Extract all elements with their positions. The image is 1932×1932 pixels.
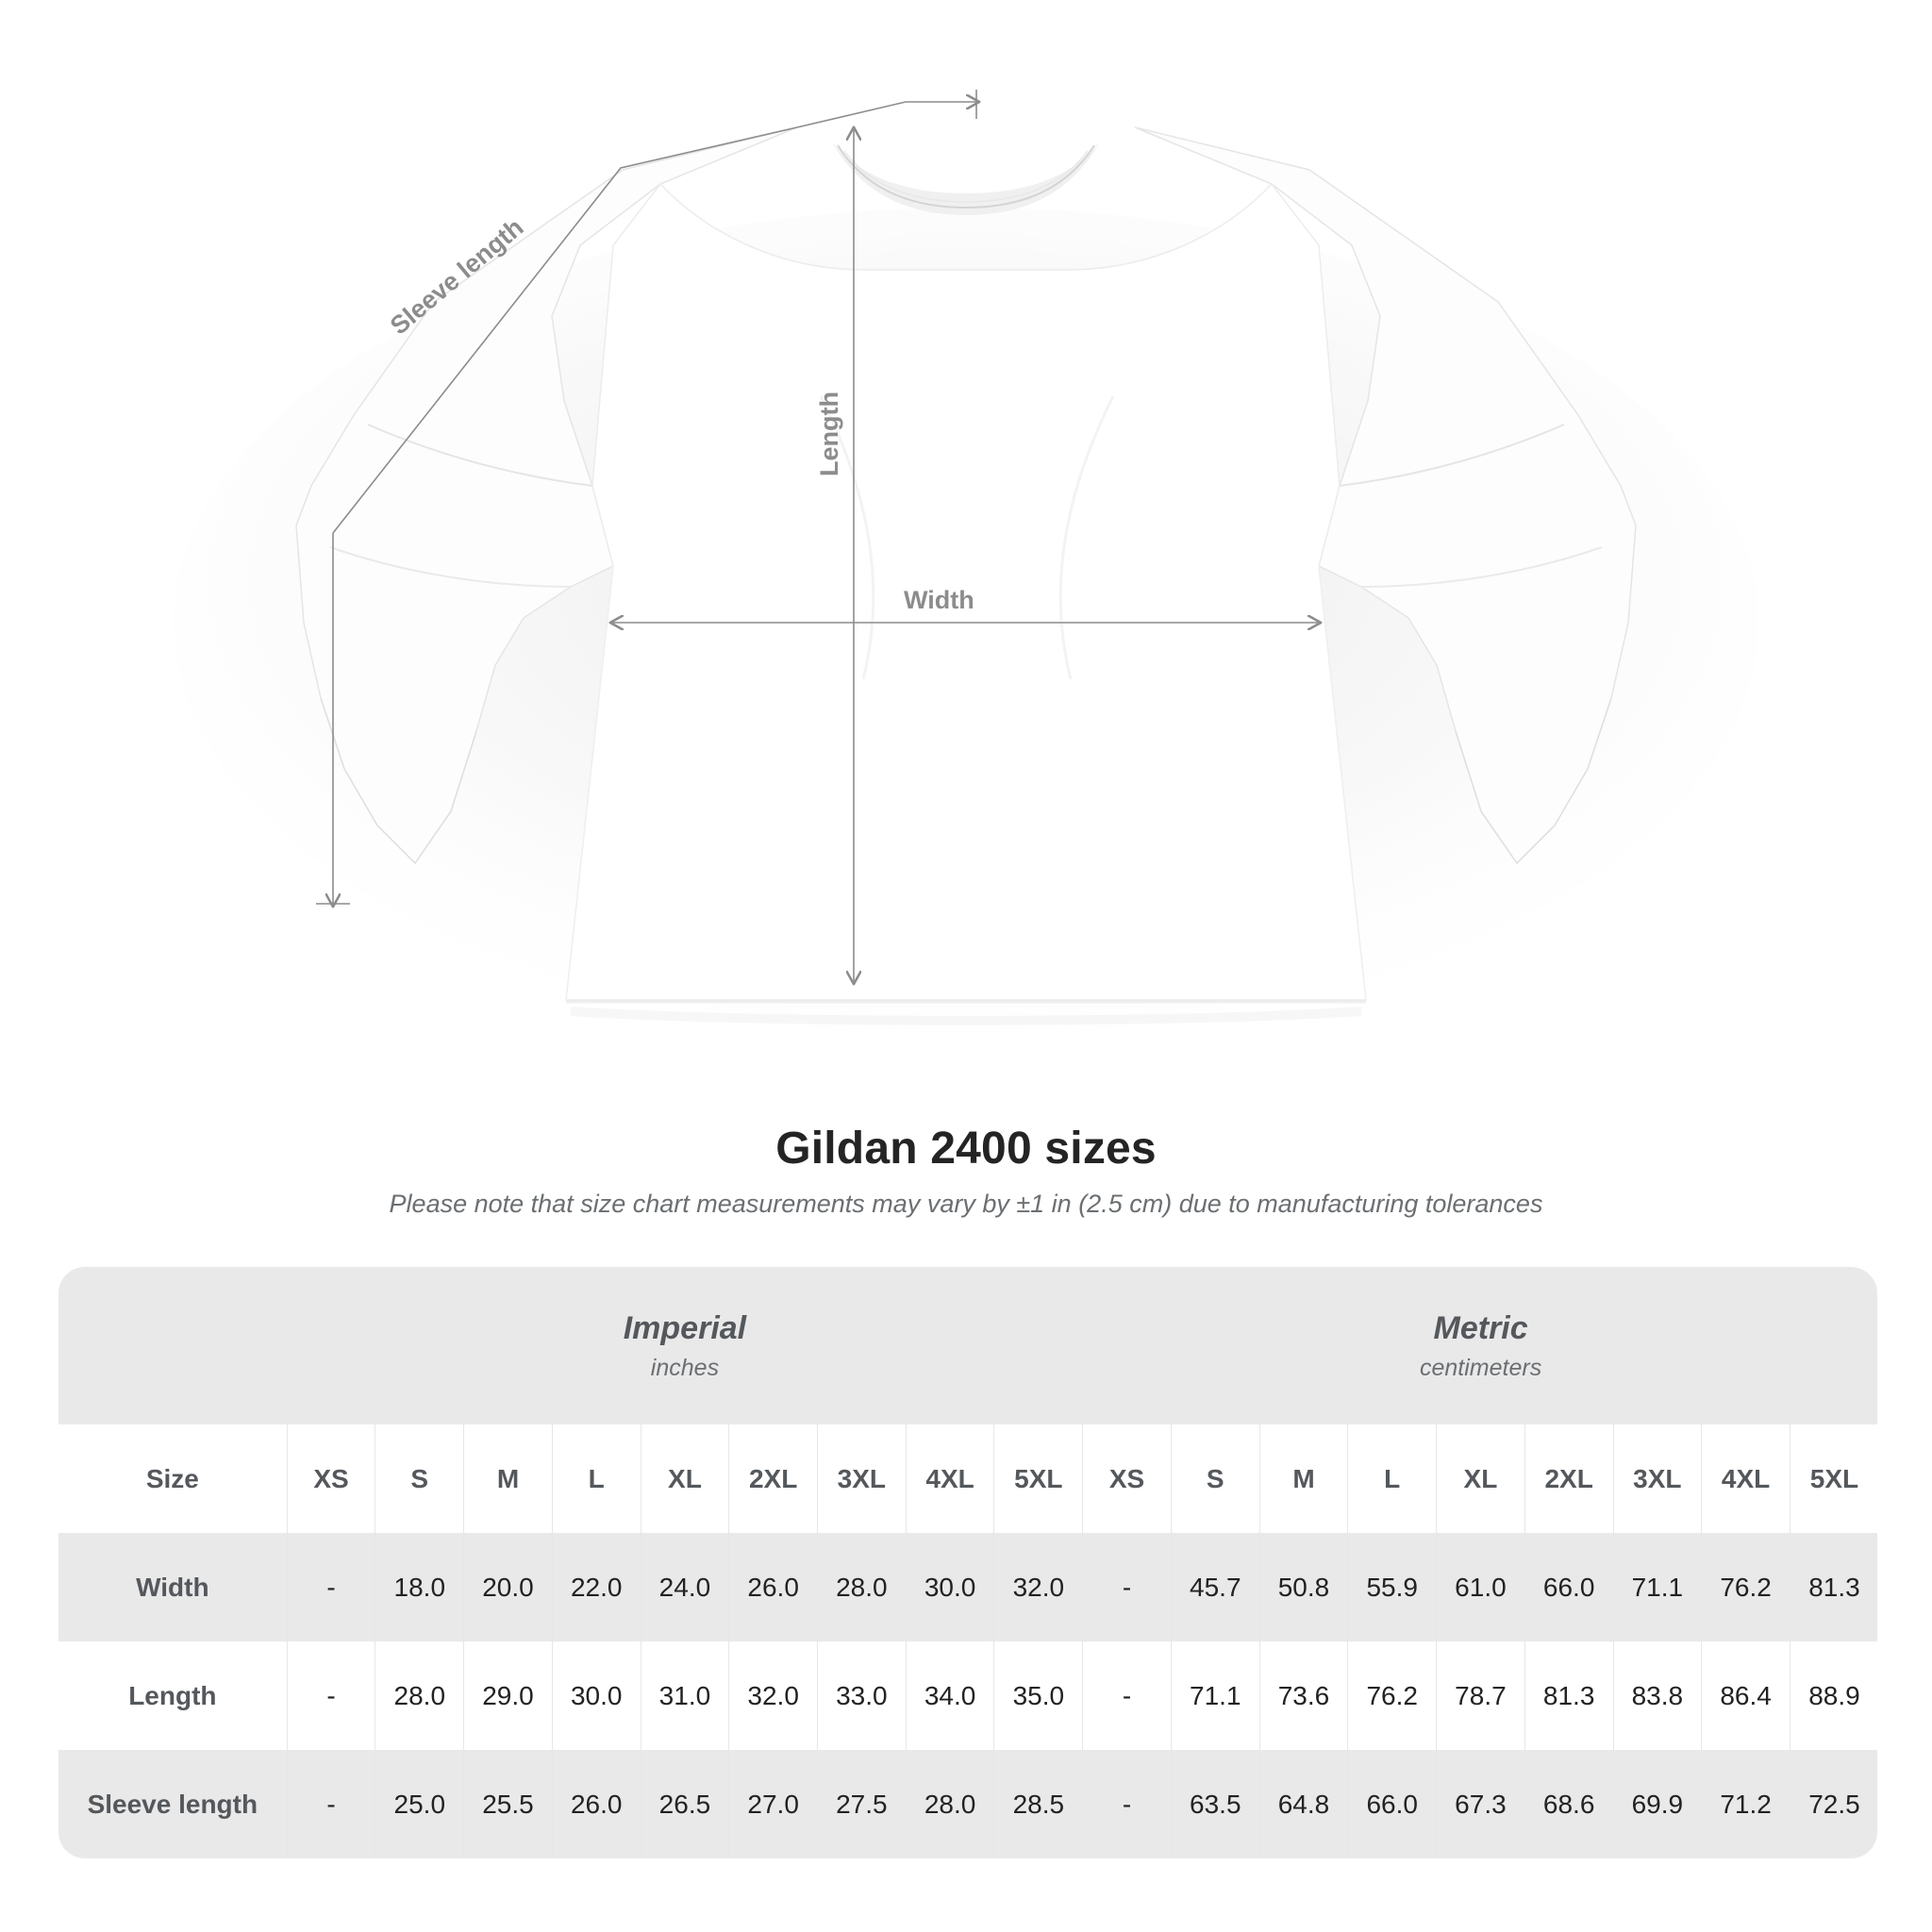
svg-text:Width: Width [904,586,974,614]
svg-text:Length: Length [815,391,843,476]
